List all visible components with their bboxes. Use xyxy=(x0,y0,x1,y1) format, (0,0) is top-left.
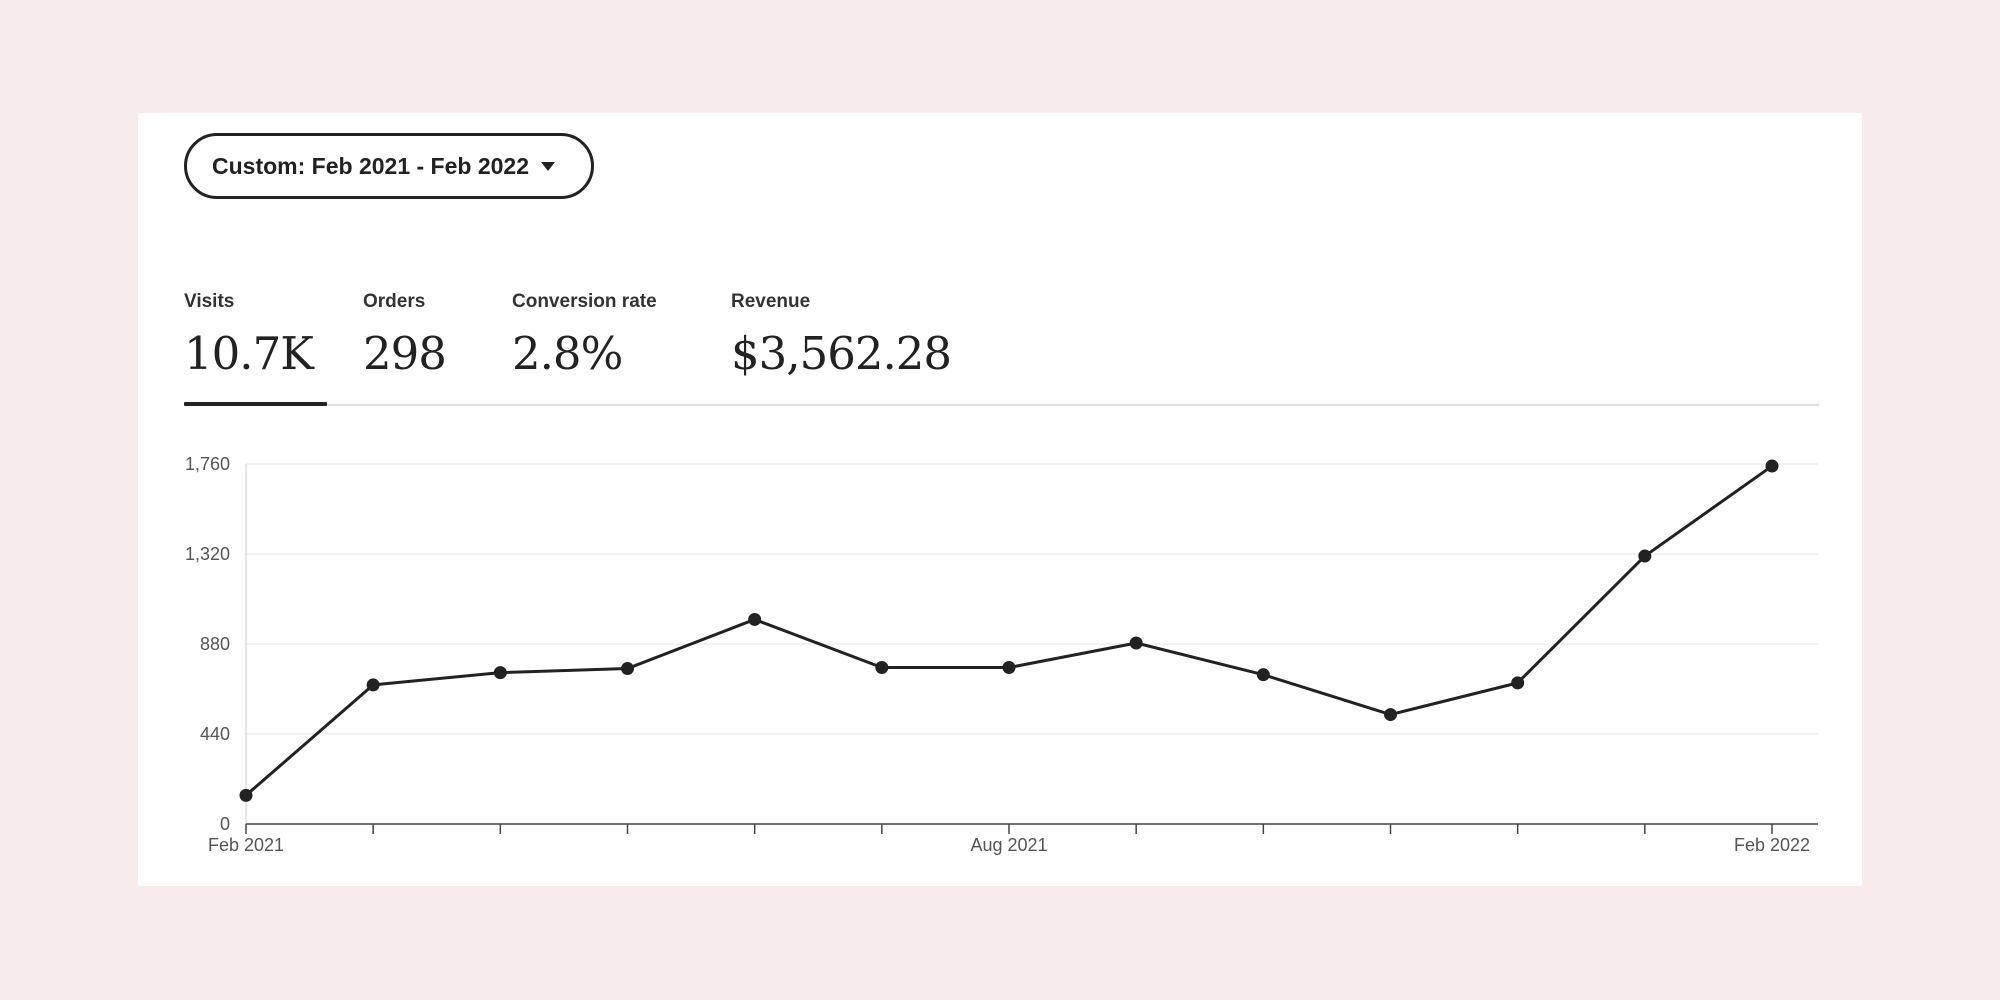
data-point xyxy=(1765,459,1779,473)
metric-tabs: Visits 10.7K Orders 298 Conversion rate … xyxy=(184,291,1819,391)
metric-tabs-divider xyxy=(184,404,1819,406)
y-tick-label: 1,320 xyxy=(185,544,230,564)
metric-value: 298 xyxy=(363,327,447,380)
metric-tab-visits[interactable]: Visits 10.7K xyxy=(184,291,314,380)
data-point xyxy=(1129,636,1143,650)
y-tick-label: 880 xyxy=(200,634,230,654)
data-point xyxy=(748,612,762,626)
data-point xyxy=(493,666,507,680)
data-point xyxy=(366,678,380,692)
data-point xyxy=(621,662,634,676)
y-tick-label: 1,760 xyxy=(185,454,230,474)
x-tick-label: Feb 2022 xyxy=(1734,835,1810,855)
y-tick-label: 0 xyxy=(220,814,230,834)
metric-label: Revenue xyxy=(731,291,811,312)
metric-label: Visits xyxy=(184,291,235,312)
x-tick-label: Feb 2021 xyxy=(208,835,284,855)
metric-label: Conversion rate xyxy=(512,291,657,312)
data-point xyxy=(875,661,889,675)
metric-value: 10.7K xyxy=(184,327,314,380)
date-range-label: Custom: Feb 2021 - Feb 2022 xyxy=(212,152,529,179)
active-tab-indicator xyxy=(184,402,327,406)
data-point xyxy=(1511,676,1525,690)
metric-value: $3,562.28 xyxy=(731,327,952,380)
data-point xyxy=(1384,708,1397,722)
visits-line-chart: 0 440 880 1,320 1,760 Feb 2021 Aug 2021 Feb 202… xyxy=(185,454,1818,855)
metric-tab-conversion-rate[interactable]: Conversion rate 2.8% xyxy=(512,291,657,380)
metric-value: 2.8% xyxy=(512,327,623,380)
data-point xyxy=(1002,661,1016,675)
x-tick-label: Aug 2021 xyxy=(970,835,1047,855)
metric-tab-revenue[interactable]: Revenue $3,562.28 xyxy=(731,291,952,380)
metric-label: Orders xyxy=(363,291,426,312)
data-point xyxy=(239,788,253,802)
stats-card: Custom: Feb 2021 - Feb 2022 Visits 10.7K… xyxy=(138,113,1862,886)
date-range-dropdown[interactable]: Custom: Feb 2021 - Feb 2022 xyxy=(184,133,594,199)
y-tick-label: 440 xyxy=(200,724,230,744)
series-line xyxy=(244,464,1774,797)
caret-down-icon xyxy=(541,161,555,171)
data-point xyxy=(1638,549,1652,563)
metric-tab-orders[interactable]: Orders 298 xyxy=(363,291,447,380)
data-point xyxy=(1256,668,1270,682)
